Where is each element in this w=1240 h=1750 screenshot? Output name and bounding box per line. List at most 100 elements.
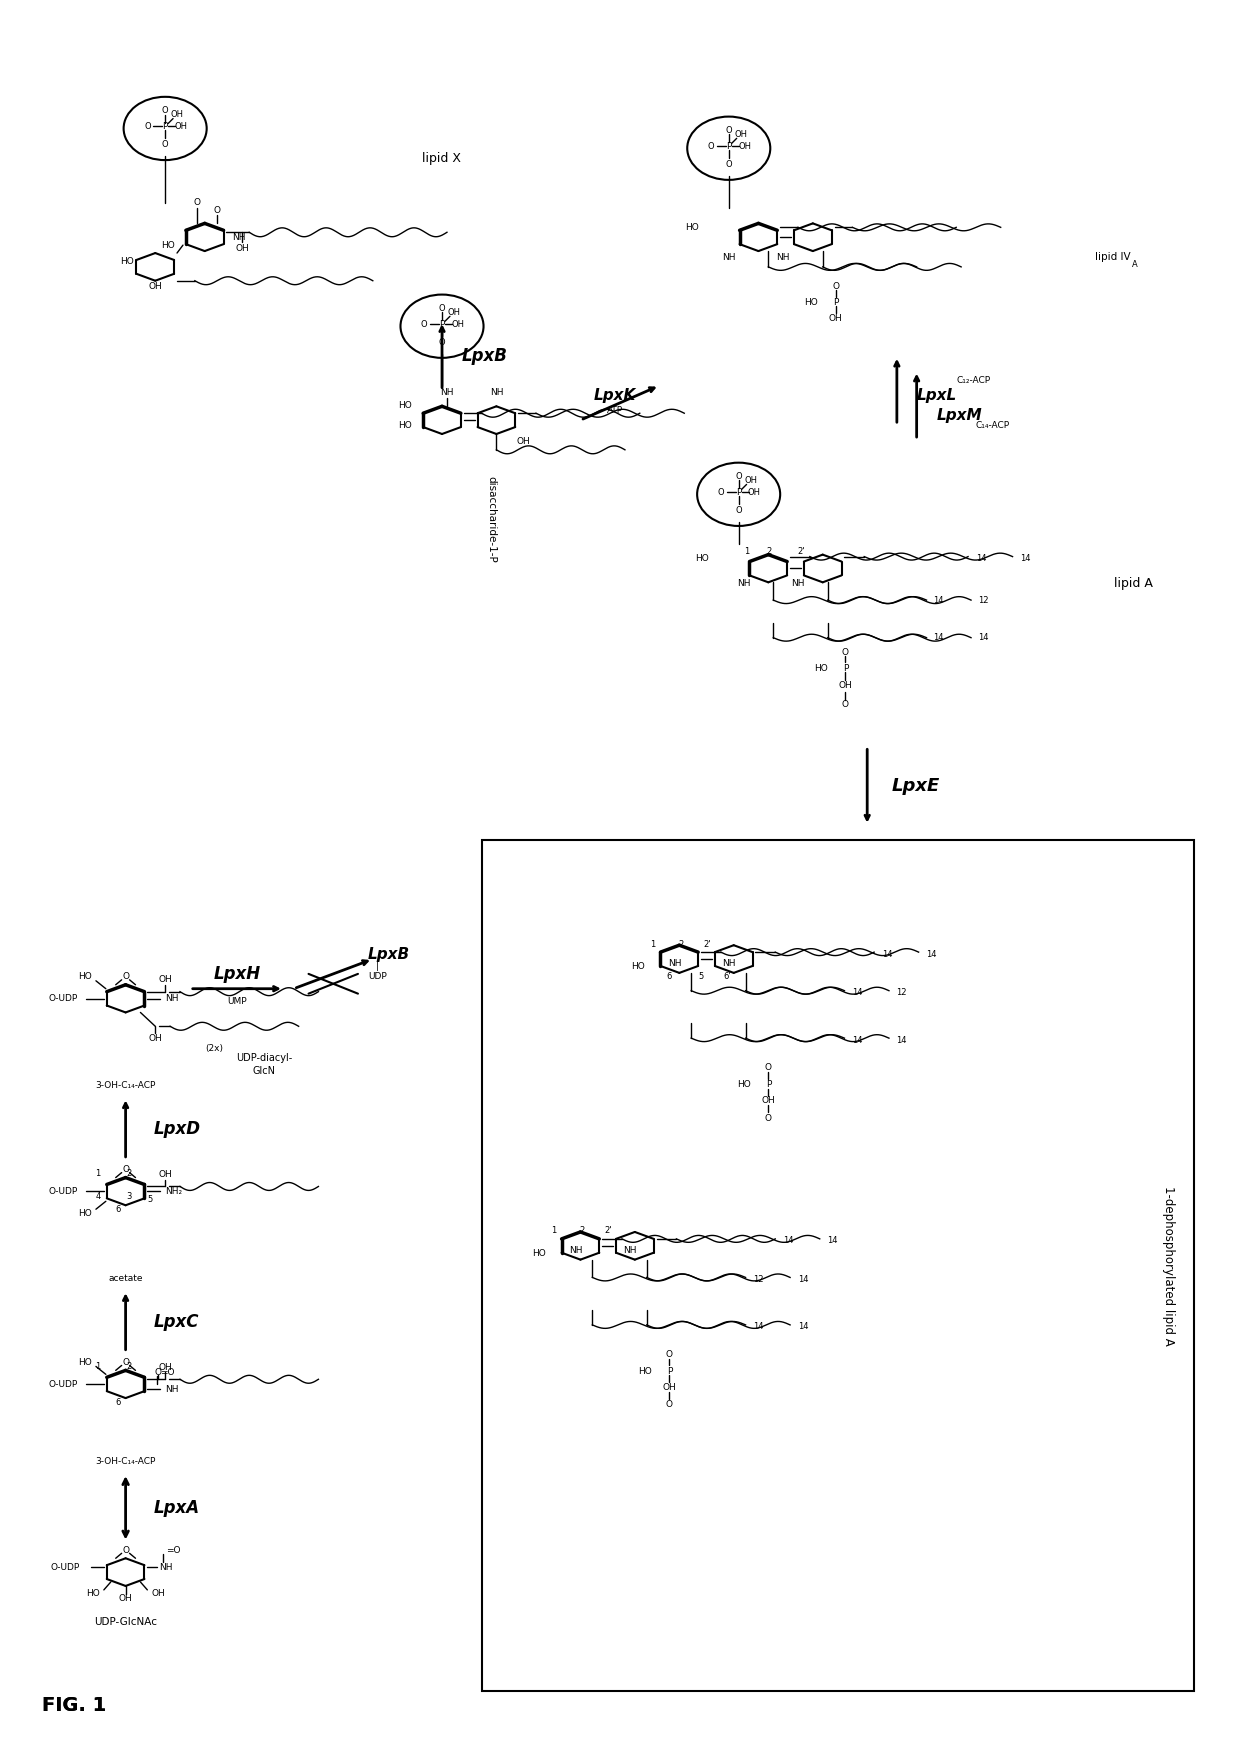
Text: 14: 14 [782, 1236, 794, 1246]
Text: O: O [765, 1064, 771, 1073]
Text: P: P [727, 142, 732, 150]
Text: HO: HO [813, 663, 827, 672]
Text: O: O [122, 1358, 129, 1367]
Text: 14: 14 [1021, 555, 1030, 564]
Text: 6': 6' [723, 973, 730, 982]
Text: P: P [833, 298, 838, 306]
Text: NH: NH [776, 252, 790, 261]
Text: 3: 3 [126, 1192, 131, 1200]
Text: O: O [420, 320, 428, 329]
Text: lipid A: lipid A [1115, 578, 1153, 590]
Text: HO: HO [631, 963, 645, 971]
Text: O: O [842, 700, 849, 709]
Text: NH: NH [791, 579, 805, 588]
Text: O: O [213, 206, 219, 215]
Text: 2: 2 [580, 1227, 585, 1236]
Text: UMP: UMP [227, 997, 247, 1006]
Text: NH: NH [737, 579, 750, 588]
Text: P: P [667, 1367, 672, 1376]
Text: GlcN: GlcN [253, 1066, 275, 1076]
Text: 14: 14 [797, 1323, 808, 1332]
Text: HO: HO [398, 401, 413, 410]
Text: O: O [708, 142, 714, 150]
Text: OH: OH [159, 975, 172, 984]
Text: P: P [439, 320, 445, 329]
Text: 6: 6 [115, 1204, 120, 1214]
Text: LpxE: LpxE [892, 777, 940, 794]
Text: LpxH: LpxH [213, 964, 260, 984]
Text: LpxB: LpxB [368, 947, 410, 961]
Text: HO: HO [686, 222, 699, 231]
Text: 12: 12 [977, 595, 988, 604]
Text: 4: 4 [95, 1192, 100, 1200]
Text: |: | [376, 963, 379, 971]
Text: LpxA: LpxA [154, 1498, 200, 1517]
Text: O: O [144, 123, 151, 131]
Text: OH: OH [159, 1171, 172, 1180]
Text: lipid IV: lipid IV [1095, 252, 1130, 262]
Text: 14: 14 [797, 1276, 808, 1284]
Text: 14: 14 [934, 634, 944, 642]
Bar [481, 840, 1194, 1690]
Text: 1: 1 [744, 548, 749, 556]
Text: P: P [162, 123, 167, 131]
Text: NH₂: NH₂ [165, 1186, 182, 1195]
Text: O-UDP: O-UDP [51, 1563, 81, 1572]
Text: HO: HO [696, 555, 709, 564]
Text: A: A [1132, 261, 1138, 270]
Text: O: O [162, 107, 169, 116]
Text: OH: OH [451, 320, 464, 329]
Text: NH: NH [165, 1384, 179, 1393]
Text: O: O [666, 1349, 673, 1360]
Text: OH: OH [149, 282, 162, 290]
Text: O: O [842, 648, 849, 656]
Text: NH: NH [490, 388, 503, 397]
Text: OH: OH [828, 313, 842, 322]
Text: 14: 14 [976, 555, 986, 564]
Text: OH: OH [516, 438, 529, 446]
Text: O-UDP: O-UDP [48, 1186, 78, 1195]
Text: OH: OH [236, 243, 249, 252]
Text: O: O [193, 198, 201, 206]
Text: LpxM: LpxM [936, 408, 982, 423]
Text: 14: 14 [882, 950, 893, 959]
Text: 1: 1 [95, 1362, 100, 1370]
Text: HO: HO [120, 257, 134, 266]
Text: O: O [122, 1166, 129, 1174]
Text: HO: HO [398, 420, 413, 429]
Text: C₁₄-ACP: C₁₄-ACP [976, 420, 1011, 429]
Text: 1: 1 [650, 940, 655, 949]
Text: OH: OH [171, 110, 184, 119]
Text: OH: OH [662, 1382, 676, 1391]
Text: 5: 5 [148, 1195, 153, 1204]
Text: HO: HO [78, 1209, 92, 1218]
Text: O: O [725, 159, 732, 168]
Text: 1: 1 [95, 1169, 100, 1178]
Text: 2': 2' [797, 548, 805, 556]
Text: O: O [725, 126, 732, 135]
Text: OH: OH [761, 1096, 775, 1104]
Text: HO: HO [86, 1589, 100, 1598]
Text: HO: HO [532, 1250, 546, 1258]
Text: HO: HO [804, 298, 817, 306]
Text: 14: 14 [977, 634, 988, 642]
Text: 12: 12 [897, 989, 906, 997]
Text: O-UDP: O-UDP [48, 1379, 78, 1390]
Text: NH: NH [165, 994, 179, 1003]
Text: O: O [439, 304, 445, 313]
Text: 14: 14 [753, 1323, 764, 1332]
Text: O: O [765, 1113, 771, 1124]
Text: O: O [122, 973, 129, 982]
Text: =O: =O [166, 1545, 181, 1554]
Text: O: O [439, 338, 445, 346]
Text: NH: NH [722, 959, 735, 968]
Text: O: O [832, 282, 839, 290]
Text: UDP-GlcNAc: UDP-GlcNAc [94, 1617, 157, 1626]
Text: OH: OH [159, 1363, 172, 1372]
Text: 5: 5 [698, 973, 704, 982]
Text: OH: OH [149, 1034, 162, 1043]
Text: OH: OH [734, 130, 748, 138]
Text: O: O [162, 140, 169, 149]
Text: disaccharide-1-P: disaccharide-1-P [486, 476, 496, 562]
Text: OH: OH [838, 681, 852, 690]
